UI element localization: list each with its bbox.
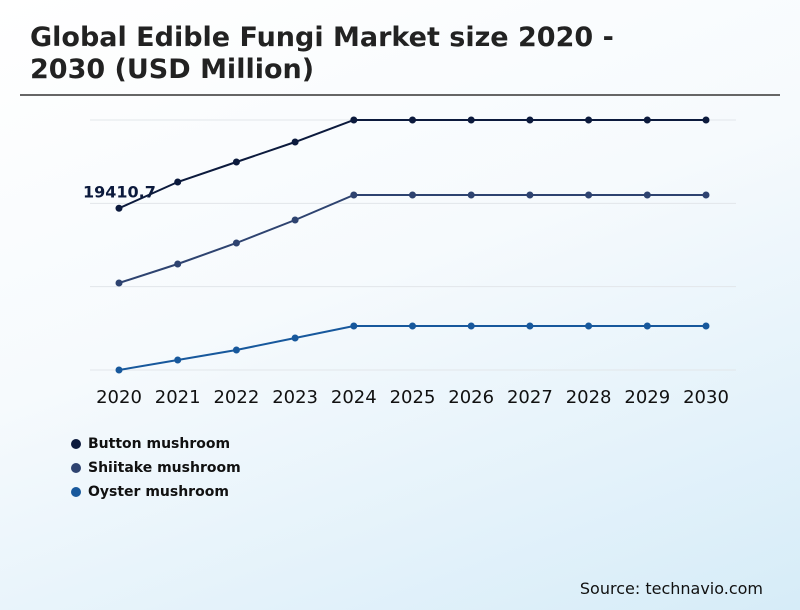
point xyxy=(526,322,534,330)
legend-marker xyxy=(71,487,81,497)
point xyxy=(702,116,710,124)
source: Source: technavio.com xyxy=(579,579,763,598)
point xyxy=(409,191,416,199)
point xyxy=(702,322,710,330)
chart-title: Global Edible Fungi Market size 2020 - 2… xyxy=(30,22,614,85)
point xyxy=(643,116,651,124)
legend-label: Shiitake mushroom xyxy=(88,460,241,476)
point xyxy=(350,116,358,124)
data-label: 19410.7 xyxy=(83,183,156,202)
point xyxy=(526,116,534,124)
x-tick-label: 2021 xyxy=(155,387,201,408)
point xyxy=(467,116,475,124)
point xyxy=(291,216,299,224)
legend-label: Oyster mushroom xyxy=(88,484,229,500)
x-tick-label: 2023 xyxy=(272,387,318,408)
point xyxy=(585,322,593,330)
point xyxy=(232,346,240,354)
point xyxy=(115,204,123,212)
point xyxy=(467,191,475,199)
point xyxy=(585,191,593,199)
point xyxy=(174,356,182,364)
x-tick-label: 2026 xyxy=(448,387,494,408)
x-tick-label: 2024 xyxy=(331,387,377,408)
point xyxy=(291,334,299,342)
point xyxy=(232,158,240,166)
point xyxy=(350,322,358,330)
point xyxy=(467,322,475,330)
point xyxy=(643,191,651,199)
point xyxy=(115,366,123,374)
x-tick-label: 2029 xyxy=(624,387,670,408)
legend-label: Button mushroom xyxy=(88,436,230,452)
point xyxy=(643,322,651,330)
point xyxy=(174,260,182,268)
point xyxy=(174,178,182,186)
point xyxy=(585,116,593,124)
legend-marker xyxy=(71,439,81,449)
x-tick-label: 2025 xyxy=(390,387,436,408)
x-tick-label: 2020 xyxy=(96,387,142,408)
point xyxy=(115,279,123,287)
series-line xyxy=(118,325,706,371)
point xyxy=(350,191,358,199)
series-line xyxy=(118,194,706,284)
x-tick-label: 2028 xyxy=(566,387,612,408)
point xyxy=(232,239,240,247)
legend-marker xyxy=(71,463,81,473)
x-tick-label: 2027 xyxy=(507,387,553,408)
title-rule xyxy=(20,94,780,96)
x-tick-label: 2022 xyxy=(213,387,259,408)
point xyxy=(526,191,534,199)
point xyxy=(291,138,299,146)
x-tick-label: 2030 xyxy=(683,387,729,408)
point xyxy=(702,191,710,199)
point xyxy=(409,116,416,124)
point xyxy=(409,322,416,330)
